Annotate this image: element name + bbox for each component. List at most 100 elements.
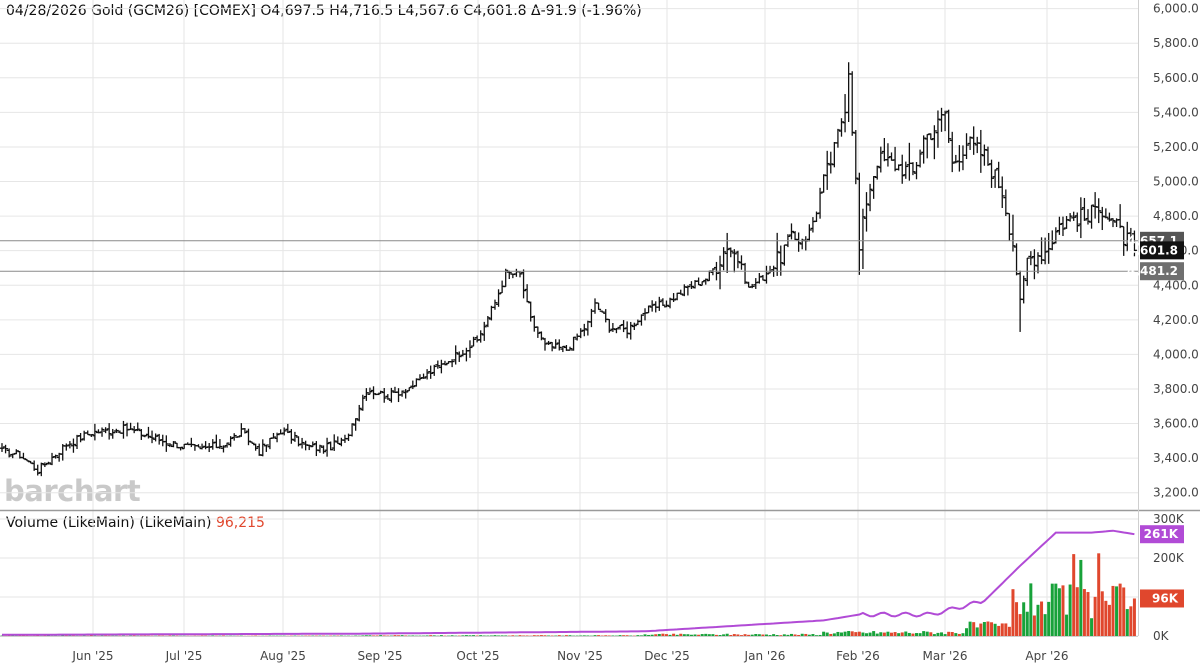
price-bar: [646, 305, 652, 314]
volume-bar: [221, 635, 225, 637]
price-bar: [106, 423, 112, 440]
time-tick-label: Apr '26: [1025, 649, 1068, 663]
volume-bar: [218, 635, 222, 637]
price-tick-label: 5,600.0: [1153, 71, 1199, 85]
volume-bar: [736, 634, 740, 636]
price-bar: [299, 437, 305, 449]
price-bar: [131, 426, 137, 434]
price-bar: [788, 223, 794, 240]
axes: [0, 0, 1200, 637]
price-bar: [281, 427, 287, 436]
volume-bar: [950, 632, 954, 636]
volume-bar: [943, 634, 947, 636]
volume-bar: [279, 635, 283, 637]
volume-bar: [925, 631, 929, 636]
price-bar: [428, 365, 434, 379]
volume-bar: [589, 635, 593, 637]
price-bar: [921, 135, 927, 164]
price-bar: [849, 71, 855, 136]
price-bar: [421, 373, 427, 379]
volume-bar: [854, 632, 858, 636]
price-bar: [956, 145, 962, 172]
volume-bar: [1093, 596, 1097, 636]
volume-bar: [543, 635, 547, 636]
price-tag-last-bg: [1140, 241, 1184, 260]
volume-bar: [779, 635, 783, 636]
price-bar: [578, 328, 584, 339]
price-bar: [806, 224, 812, 242]
price-bar: [513, 268, 519, 277]
price-bar: [103, 427, 109, 434]
volume-bar: [414, 635, 418, 637]
volume-bar: [1122, 587, 1126, 636]
volume-bar: [907, 632, 911, 636]
price-bar: [503, 268, 509, 288]
price-bar: [367, 387, 373, 395]
volume-bar: [1022, 602, 1026, 636]
volume-bar: [1100, 591, 1104, 636]
price-bar: [628, 321, 634, 340]
price-bar: [1103, 208, 1109, 219]
price-bar: [6, 448, 12, 458]
volume-bar: [1065, 614, 1069, 636]
price-tag-ref-lower-text: 4,481.2: [1127, 264, 1178, 278]
volume-bar: [768, 635, 772, 636]
price-bar: [156, 433, 162, 445]
volume-bar: [361, 635, 365, 636]
price-bar: [203, 441, 209, 450]
price-bar: [170, 441, 176, 448]
price-bar: [1089, 204, 1095, 229]
price-bar: [13, 449, 19, 455]
price-bar: [24, 458, 30, 462]
quote-header: 04/28/2026 Gold (GCM26) [COMEX] O4,697.5…: [6, 3, 642, 19]
price-bar: [235, 436, 241, 438]
price-bar: [142, 434, 148, 438]
price-bar: [1106, 212, 1112, 222]
price-bar: [535, 326, 541, 338]
price-bar: [478, 330, 484, 343]
volume-bar: [532, 635, 536, 636]
price-bar: [674, 292, 680, 301]
volume-bar: [314, 635, 318, 637]
price-bar: [388, 387, 394, 403]
price-bar: [274, 432, 280, 443]
volume-bar: [572, 635, 576, 637]
volume-bar: [1032, 615, 1036, 636]
volume-bar: [511, 635, 515, 636]
price-tick-label: 5,400.0: [1153, 105, 1199, 119]
price-bar: [753, 278, 759, 289]
price-tick-label: 5,200.0: [1153, 140, 1199, 154]
price-bar: [656, 296, 662, 311]
price-bar: [285, 423, 291, 434]
volume-bar: [1004, 623, 1008, 636]
price-bar: [63, 443, 69, 451]
volume-tag-volume-text: 96K: [1152, 591, 1179, 605]
price-bar: [860, 208, 866, 270]
volume-bar: [372, 635, 376, 636]
price-bar: [613, 327, 619, 334]
price-tick-label: 4,400.0: [1153, 278, 1199, 292]
volume-bar: [275, 635, 279, 637]
volume-bar: [632, 635, 636, 637]
volume-bar: [822, 631, 826, 636]
price-bar: [1096, 198, 1102, 224]
volume-bar: [1115, 586, 1119, 636]
volume-bar: [811, 634, 815, 636]
volume-bar: [729, 635, 733, 636]
price-bar: [381, 388, 387, 403]
volume-bar: [850, 631, 854, 636]
volume-bar: [250, 635, 254, 637]
volume-bar: [832, 633, 836, 636]
volume-bar: [697, 634, 701, 636]
price-bar: [442, 360, 448, 366]
price-bar: [964, 133, 970, 160]
price-bar: [606, 318, 612, 333]
volume-bar: [143, 635, 147, 637]
price-bar: [356, 404, 362, 422]
price-bar: [88, 433, 94, 437]
price-bar: [681, 284, 687, 297]
volume-bar: [922, 631, 926, 636]
time-tick-label: Jul '25: [165, 649, 203, 663]
volume-bar: [1068, 584, 1072, 636]
